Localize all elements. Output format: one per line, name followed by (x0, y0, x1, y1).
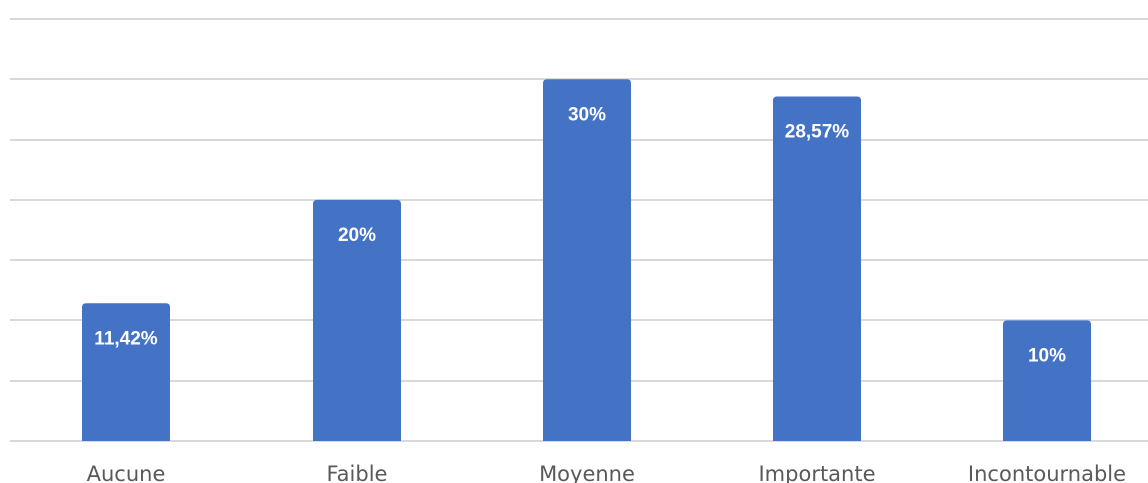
x-tick-label-importante: Importante (758, 462, 875, 483)
x-axis-tick-labels: Aucune Faible Moyenne Importante Incontourna… (87, 462, 1126, 483)
bars (82, 79, 1091, 442)
bar-moyenne (543, 79, 631, 442)
data-label-incontournable: 10% (1028, 345, 1066, 366)
x-tick-label-faible: Faible (327, 462, 388, 483)
bar-incontournable (1003, 320, 1091, 441)
x-tick-label-incontournable: Incontournable (968, 462, 1126, 483)
bar-faible (313, 199, 401, 441)
data-labels: 11,42% 20% 30% 28,57% 10% (94, 104, 1066, 366)
data-label-aucune: 11,42% (94, 328, 157, 349)
data-label-importante: 28,57% (785, 122, 850, 143)
data-label-moyenne: 30% (568, 104, 606, 125)
x-tick-label-moyenne: Moyenne (539, 462, 635, 483)
data-label-faible: 20% (338, 225, 376, 246)
bar-importante (773, 96, 861, 441)
x-tick-label-aucune: Aucune (87, 462, 166, 483)
bar-aucune (82, 303, 170, 441)
